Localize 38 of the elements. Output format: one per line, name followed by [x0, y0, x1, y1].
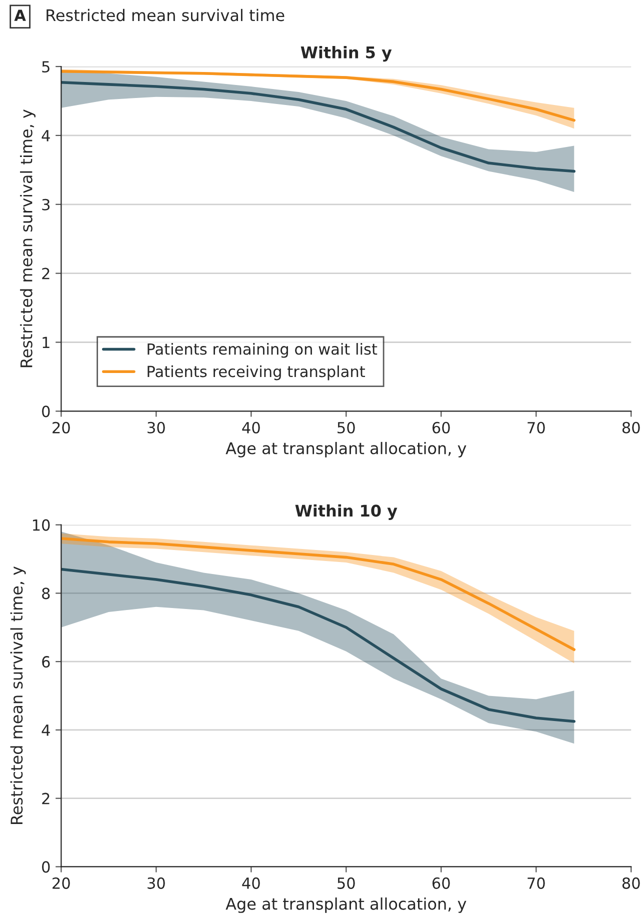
y-tick-label: 6 — [42, 656, 50, 668]
x-tick-label: 60 — [432, 422, 450, 434]
x-tick-label: 80 — [622, 422, 640, 434]
x-tick-label: 20 — [52, 422, 70, 434]
y-tick-label: 4 — [42, 130, 50, 142]
y-tick-label: 1 — [42, 336, 50, 348]
chart-title: Within 10 y — [295, 504, 398, 520]
x-tick-label: 70 — [528, 877, 545, 889]
y-tick-label: 8 — [42, 588, 50, 600]
chart-title: Within 5 y — [300, 46, 392, 62]
x-tick-label: 30 — [148, 877, 165, 889]
x-tick-label: 30 — [148, 422, 165, 434]
y-tick-label: 2 — [42, 792, 50, 804]
x-axis-title: Age at transplant allocation, y — [226, 897, 466, 913]
x-tick-label: 50 — [338, 422, 355, 434]
y-tick-label: 2 — [42, 268, 50, 280]
x-tick-label: 60 — [432, 877, 450, 889]
y-tick-label: 0 — [42, 406, 50, 418]
line-series — [61, 568, 576, 723]
x-tick-label: 70 — [528, 422, 545, 434]
x-tick-label: 40 — [242, 877, 260, 889]
y-axis-title: Restricted mean survival time, y — [10, 566, 26, 824]
x-tick-label: 80 — [622, 877, 640, 889]
x-tick-label: 50 — [338, 877, 355, 889]
y-tick-label: 5 — [42, 61, 50, 73]
y-tick-label: 10 — [33, 519, 50, 531]
legend-label: Patients receiving transplant — [148, 365, 366, 380]
text: Restricted mean survival time — [46, 8, 284, 22]
x-axis-title: Age at transplant allocation, y — [226, 442, 466, 458]
x-tick-label: 40 — [242, 422, 260, 434]
y-tick-label: 0 — [42, 861, 50, 873]
y-tick-label: 3 — [42, 198, 50, 210]
x-tick-label: 20 — [52, 877, 70, 889]
y-axis-title: Restricted mean survival time, y — [20, 110, 36, 368]
legend-label: Patients remaining on wait list — [148, 342, 378, 358]
y-tick-label: 4 — [42, 724, 50, 736]
text: A — [14, 10, 26, 21]
line-series — [61, 80, 576, 173]
